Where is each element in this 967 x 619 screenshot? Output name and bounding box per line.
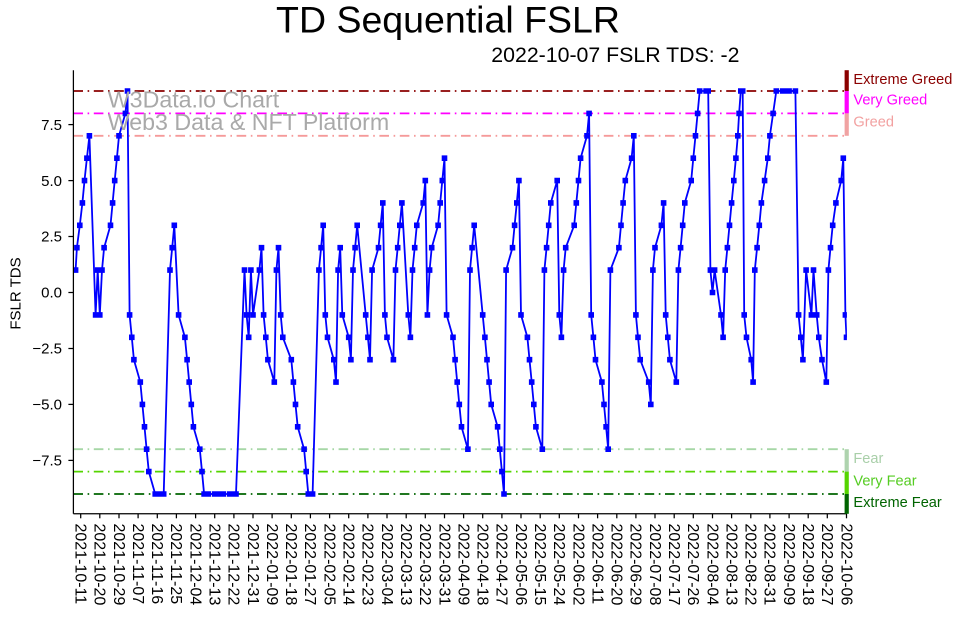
svg-text:Greed: Greed <box>853 114 894 130</box>
svg-text:2022-02-23: 2022-02-23 <box>359 524 376 606</box>
svg-text:2022-05-06: 2022-05-06 <box>512 524 529 606</box>
svg-text:2022-09-09: 2022-09-09 <box>780 524 797 606</box>
svg-text:2022-03-13: 2022-03-13 <box>397 524 414 606</box>
svg-text:TD Sequential FSLR: TD Sequential FSLR <box>276 0 620 41</box>
svg-text:−7.5: −7.5 <box>32 453 62 470</box>
svg-text:−5.0: −5.0 <box>32 397 62 414</box>
svg-text:2022-03-04: 2022-03-04 <box>378 524 395 606</box>
svg-text:2022-07-17: 2022-07-17 <box>665 524 682 606</box>
svg-text:2022-04-27: 2022-04-27 <box>493 524 510 606</box>
svg-text:2022-03-31: 2022-03-31 <box>435 524 452 606</box>
svg-text:2022-02-14: 2022-02-14 <box>340 524 357 606</box>
svg-text:2022-08-22: 2022-08-22 <box>742 524 759 606</box>
svg-text:2022-06-02: 2022-06-02 <box>569 524 586 606</box>
svg-text:2022-02-05: 2022-02-05 <box>320 524 337 606</box>
svg-text:2021-12-22: 2021-12-22 <box>225 524 242 606</box>
svg-text:2021-10-29: 2021-10-29 <box>110 524 127 606</box>
svg-text:2022-01-27: 2022-01-27 <box>301 524 318 606</box>
svg-text:Fear: Fear <box>853 451 883 467</box>
svg-text:2022-06-11: 2022-06-11 <box>588 524 605 605</box>
svg-text:2022-09-27: 2022-09-27 <box>818 524 835 606</box>
svg-text:2022-07-26: 2022-07-26 <box>684 524 701 606</box>
svg-text:Very Greed: Very Greed <box>853 93 927 109</box>
svg-text:2022-06-29: 2022-06-29 <box>627 524 644 606</box>
svg-text:2022-01-18: 2022-01-18 <box>282 524 299 606</box>
svg-text:2021-11-07: 2021-11-07 <box>129 524 146 605</box>
svg-text:2022-03-22: 2022-03-22 <box>416 524 433 606</box>
svg-text:2022-10-06: 2022-10-06 <box>837 524 854 606</box>
svg-text:2022-04-18: 2022-04-18 <box>474 524 491 606</box>
svg-text:2022-10-07 FSLR TDS: -2: 2022-10-07 FSLR TDS: -2 <box>491 43 739 67</box>
svg-text:2021-12-31: 2021-12-31 <box>244 524 261 606</box>
svg-text:FSLR TDS: FSLR TDS <box>7 257 24 329</box>
svg-text:2022-01-09: 2022-01-09 <box>263 524 280 606</box>
svg-text:2022-04-09: 2022-04-09 <box>454 524 471 606</box>
svg-text:W3Data.io Chart: W3Data.io Chart <box>108 87 280 113</box>
svg-text:−2.5: −2.5 <box>32 341 62 358</box>
svg-text:2022-08-13: 2022-08-13 <box>722 524 739 606</box>
svg-text:2021-12-13: 2021-12-13 <box>206 524 223 606</box>
svg-text:7.5: 7.5 <box>41 117 62 134</box>
svg-text:0.0: 0.0 <box>41 285 62 302</box>
svg-text:2021-11-25: 2021-11-25 <box>167 524 184 605</box>
svg-text:5.0: 5.0 <box>41 173 62 190</box>
svg-text:2022-05-24: 2022-05-24 <box>550 524 567 606</box>
svg-text:2022-09-18: 2022-09-18 <box>799 524 816 606</box>
svg-text:2022-06-20: 2022-06-20 <box>608 524 625 606</box>
svg-text:2022-07-08: 2022-07-08 <box>646 524 663 606</box>
svg-text:Extreme Fear: Extreme Fear <box>853 495 942 511</box>
svg-text:Extreme Greed: Extreme Greed <box>853 72 952 88</box>
svg-text:Web3 Data & NFT Platform: Web3 Data & NFT Platform <box>108 109 389 135</box>
svg-text:2021-10-11: 2021-10-11 <box>72 524 89 605</box>
svg-text:2021-12-04: 2021-12-04 <box>186 524 203 606</box>
svg-text:2022-08-04: 2022-08-04 <box>703 524 720 606</box>
svg-text:2.5: 2.5 <box>41 229 62 246</box>
svg-text:2022-05-15: 2022-05-15 <box>531 524 548 606</box>
svg-text:2021-10-20: 2021-10-20 <box>91 524 108 606</box>
svg-text:2022-08-31: 2022-08-31 <box>761 524 778 606</box>
svg-text:2021-11-16: 2021-11-16 <box>148 524 165 605</box>
svg-text:Very Fear: Very Fear <box>853 474 916 490</box>
